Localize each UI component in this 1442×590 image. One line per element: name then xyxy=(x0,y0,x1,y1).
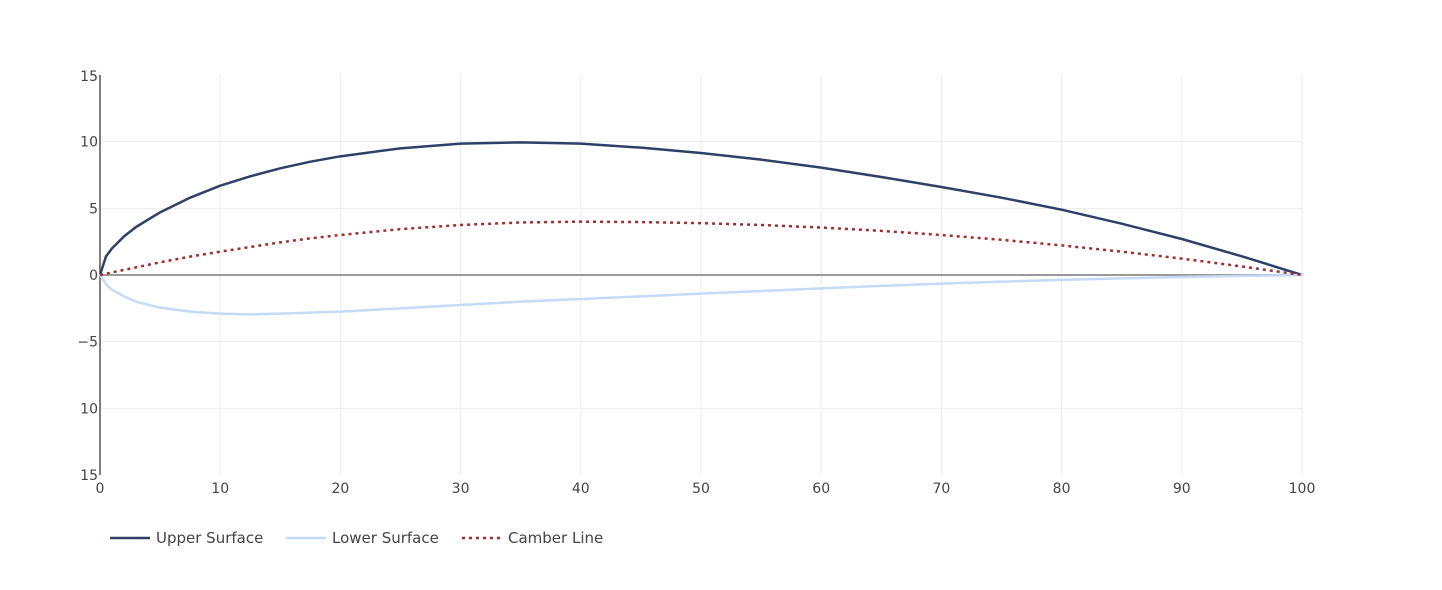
legend: Upper Surface Lower Surface Camber Line xyxy=(110,529,603,547)
y-tick-label: 0 xyxy=(89,268,98,284)
series-line-lower-surface xyxy=(98,273,1304,316)
series-line-upper-surface xyxy=(98,141,1304,277)
x-tick-label: 0 xyxy=(96,481,105,497)
legend-label-upper-surface: Upper Surface xyxy=(156,529,263,547)
x-tick-label: 80 xyxy=(1053,481,1071,497)
y-tick-label: 10 xyxy=(80,401,98,417)
x-tick-label: 60 xyxy=(812,481,830,497)
x-tick-label: 30 xyxy=(452,481,470,497)
x-tick-label: 100 xyxy=(1289,481,1316,497)
legend-label-camber-line: Camber Line xyxy=(508,529,603,547)
x-tick-label: 50 xyxy=(692,481,710,497)
x-tick-label: 20 xyxy=(331,481,349,497)
series-line-camber-line xyxy=(99,220,1303,277)
x-tick-label: 40 xyxy=(572,481,590,497)
y-tick-label: −5 xyxy=(77,335,98,351)
y-tick-label: 15 xyxy=(80,468,98,484)
y-tick-label: 15 xyxy=(80,69,98,85)
x-tick-label: 90 xyxy=(1173,481,1191,497)
x-tick-label: 10 xyxy=(211,481,229,497)
y-tick-label: 5 xyxy=(89,201,98,217)
x-tick-label: 70 xyxy=(932,481,950,497)
series-lines xyxy=(98,141,1304,316)
legend-label-lower-surface: Lower Surface xyxy=(332,529,439,547)
y-tick-label: 10 xyxy=(80,135,98,151)
